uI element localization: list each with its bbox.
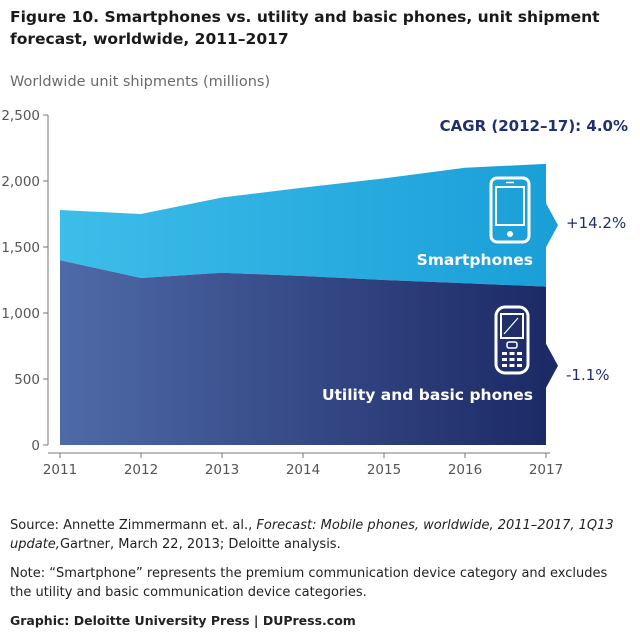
graphic-credit: Graphic: Deloitte University Press | DUP… bbox=[10, 613, 356, 628]
source-prefix: Source: Annette Zimmermann et. al., bbox=[10, 518, 257, 533]
y-tick-label: 500 bbox=[14, 372, 40, 388]
y-tick-label: 0 bbox=[31, 438, 40, 454]
y-tick-label: 1,500 bbox=[1, 240, 40, 256]
basic-phones-growth-arrow bbox=[546, 343, 558, 388]
basic-phones-label: Utility and basic phones bbox=[322, 386, 533, 404]
cagr-label: CAGR (2012–17): 4.0% bbox=[440, 117, 628, 135]
source-title: Forecast: Mobile phones, worldwide, 2011… bbox=[10, 518, 614, 552]
x-tick-label: 2015 bbox=[367, 462, 401, 478]
x-tick-label: 2017 bbox=[529, 462, 563, 478]
source-suffix: Gartner, March 22, 2013; Deloitte analys… bbox=[59, 537, 341, 552]
smartphones-label: Smartphones bbox=[417, 251, 533, 269]
x-tick-label: 2014 bbox=[286, 462, 320, 478]
y-tick-label: 2,500 bbox=[1, 108, 40, 124]
y-tick-label: 2,000 bbox=[1, 174, 40, 190]
x-tick-label: 2013 bbox=[205, 462, 239, 478]
smartphone-icon bbox=[489, 176, 531, 244]
y-axis-title: Worldwide unit shipments (millions) bbox=[10, 74, 271, 90]
basic-phones-area bbox=[60, 260, 546, 445]
basic-phone-icon bbox=[494, 305, 530, 375]
source-note: Source: Annette Zimmermann et. al., Fore… bbox=[10, 516, 628, 554]
smartphones-area bbox=[60, 163, 546, 287]
y-axis: 0 500 1,000 1,500 2,000 2,500 bbox=[1, 108, 49, 454]
basic-phones-growth-label: -1.1% bbox=[566, 366, 610, 384]
definition-note: Note: “Smartphone” represents the premiu… bbox=[10, 566, 608, 600]
smartphones-growth-arrow bbox=[546, 203, 558, 248]
smartphones-growth-label: +14.2% bbox=[566, 214, 626, 232]
x-axis: 2011 2012 2013 2014 2015 2016 2017 bbox=[43, 452, 563, 478]
x-tick-label: 2011 bbox=[43, 462, 77, 478]
x-tick-label: 2012 bbox=[124, 462, 158, 478]
figure-title: Figure 10. Smartphones vs. utility and b… bbox=[10, 8, 600, 48]
x-tick-label: 2016 bbox=[448, 462, 482, 478]
y-tick-label: 1,000 bbox=[1, 306, 40, 322]
